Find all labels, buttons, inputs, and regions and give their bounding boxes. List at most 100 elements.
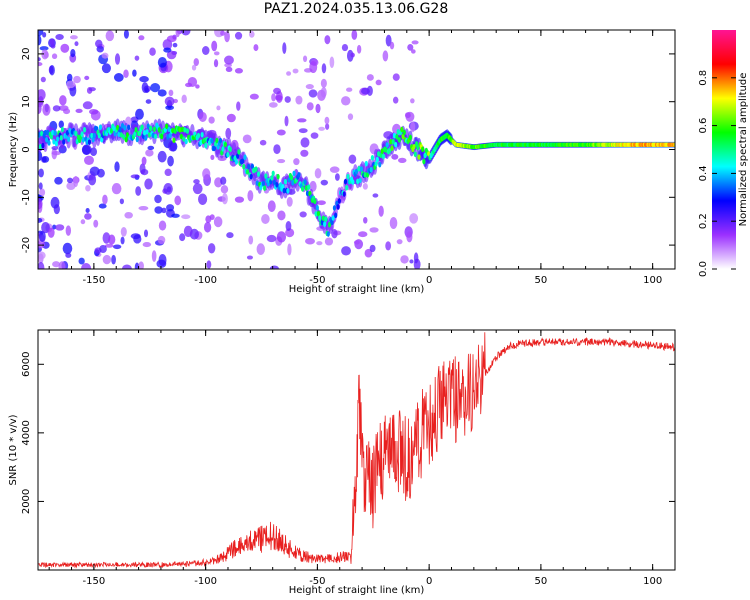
spectral-noise-blob	[284, 96, 291, 103]
spectral-ridge-point	[289, 174, 294, 181]
spectral-noise-blob	[179, 233, 186, 242]
spectral-noise-blob	[410, 98, 415, 104]
spectral-noise-blob	[320, 87, 327, 98]
spectral-noise-blob	[213, 216, 223, 228]
spectral-noise-blob	[130, 233, 141, 240]
spectral-ridge-point	[330, 219, 334, 226]
spectral-noise-blob	[320, 78, 327, 88]
spectral-noise-blob	[220, 176, 227, 185]
spectral-noise-blob	[135, 186, 142, 196]
spectral-ridge-point	[378, 161, 382, 168]
spectral-noise-blob	[277, 159, 286, 164]
spectral-noise-blob	[139, 76, 149, 83]
spectral-ridge-point	[400, 126, 404, 133]
spectral-ridge-point	[147, 132, 152, 138]
spectral-noise-blob	[154, 194, 162, 204]
spectral-noise-blob	[364, 248, 373, 258]
spectral-noise-blob	[213, 59, 219, 68]
spectral-ridge-point	[182, 136, 186, 142]
spectral-noise-blob	[321, 63, 327, 74]
spectral-noise-blob	[406, 231, 413, 243]
spectral-noise-blob	[276, 129, 286, 136]
spectral-noise-blob	[193, 179, 200, 184]
spectral-noise-blob	[385, 241, 392, 251]
spectral-ridge-point	[218, 137, 223, 144]
spectral-noise-blob	[89, 109, 99, 115]
spectral-ridge-point	[345, 184, 349, 191]
colorbar-tick-label: 0.6	[698, 118, 709, 134]
spectral-ridge-point	[243, 154, 247, 161]
spectral-noise-blob	[306, 102, 314, 111]
spectral-noise-blob	[224, 55, 234, 65]
spectral-noise-blob	[161, 207, 167, 214]
spectral-ridge-point	[304, 185, 308, 191]
snr-frame	[37, 329, 676, 571]
spectral-noise-blob	[389, 41, 395, 50]
spectral-noise-blob	[157, 150, 167, 163]
spectral-noise-blob	[80, 219, 86, 225]
spectral-noise-blob	[268, 102, 278, 108]
spectral-noise-blob	[206, 260, 212, 269]
snr-area	[38, 332, 675, 569]
spectral-ridge-point	[387, 147, 392, 154]
spectral-noise-blob	[104, 243, 114, 248]
spectral-ridge-point	[334, 212, 338, 219]
spectral-noise-blob	[114, 161, 120, 173]
spectral-ridge-point	[185, 128, 190, 134]
spectral-ridge-point	[423, 152, 427, 159]
spectral-noise-blob	[211, 40, 218, 52]
spectral-noise-blob	[74, 41, 79, 47]
spectral-ridge-point	[271, 170, 275, 177]
spectral-ridge-point	[47, 140, 51, 146]
spectral-ridge-point	[321, 215, 326, 222]
spectral-noise-blob	[372, 193, 379, 198]
spectral-noise-blob	[202, 168, 211, 180]
spectral-ridge-point	[154, 133, 158, 140]
spectral-ridge-point	[215, 137, 219, 144]
spectral-ridge-point	[358, 177, 362, 184]
figure-title: PAZ1.2024.035.13.06.G28	[263, 1, 449, 17]
spectral-noise-blob	[102, 254, 112, 265]
spectral-noise-blob	[55, 224, 65, 231]
spectral-ridge-point	[98, 124, 103, 131]
spectral-noise-blob	[41, 156, 50, 163]
spectral-noise-blob	[52, 224, 57, 230]
spectral-ridge-point	[318, 215, 322, 221]
spectral-noise-blob	[361, 87, 370, 95]
spectral-noise-blob	[256, 243, 265, 255]
spectrogram-xtick-label: 0	[426, 275, 432, 286]
spectral-ridge-point	[379, 152, 383, 159]
spectral-noise-blob	[341, 96, 351, 106]
spectral-noise-blob	[405, 111, 415, 122]
spectral-noise-blob	[271, 93, 276, 102]
spectral-ridge-point	[250, 163, 254, 170]
spectral-noise-blob	[140, 168, 149, 176]
spectral-ridge-point	[422, 158, 426, 165]
spectral-ridge-point	[324, 216, 328, 222]
spectral-ridge-point	[275, 182, 279, 188]
spectral-noise-blob	[407, 43, 414, 51]
snr-xtick-label: -100	[194, 576, 217, 587]
colorbar	[712, 30, 736, 269]
spectral-ridge-point	[52, 139, 56, 145]
spectral-ridge-point	[112, 125, 116, 132]
spectral-noise-blob	[84, 75, 90, 81]
spectral-noise-blob	[234, 196, 245, 203]
spectral-ridge-point	[178, 127, 182, 133]
spectral-ridge-point	[272, 179, 277, 186]
spectral-noise-blob	[276, 231, 287, 243]
spectral-noise-blob	[171, 213, 180, 218]
spectral-noise-blob	[166, 204, 175, 212]
spectrogram-ytick-label: -10	[21, 189, 32, 205]
spectral-ridge-point	[53, 130, 57, 136]
spectral-noise-blob	[95, 39, 103, 48]
spectral-noise-blob	[409, 213, 419, 224]
spectral-noise-blob	[267, 200, 276, 212]
spectral-ridge-point	[196, 132, 201, 139]
spectral-noise-blob	[210, 154, 215, 161]
snr-series-line	[38, 332, 675, 569]
spectral-ridge-point	[370, 154, 375, 161]
snr-ytick-label: 2000	[21, 489, 32, 514]
spectral-noise-blob	[42, 103, 51, 116]
spectral-noise-blob	[353, 240, 360, 245]
